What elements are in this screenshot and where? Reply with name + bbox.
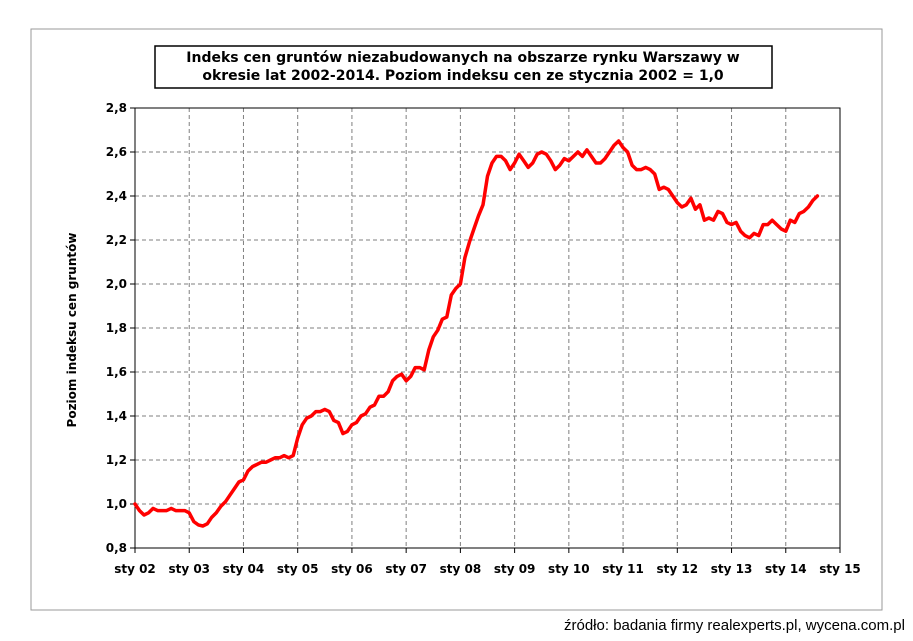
y-tick-label: 1,0 (106, 497, 127, 511)
x-tick-label: sty 02 (114, 562, 156, 576)
title-box (154, 45, 773, 89)
x-tick-label: sty 07 (385, 562, 427, 576)
y-tick-label: 1,8 (106, 321, 127, 335)
y-tick-label: 1,6 (106, 365, 127, 379)
x-tick-label: sty 14 (765, 562, 807, 576)
title-line-2: okresie lat 2002-2014. Poziom indeksu ce… (202, 68, 724, 84)
gridlines (135, 108, 840, 548)
y-tick-label: 2,6 (106, 145, 127, 159)
x-tick-label: sty 10 (548, 562, 590, 576)
x-tick-label: sty 04 (223, 562, 265, 576)
y-tick-label: 2,4 (106, 189, 127, 203)
y-tick-label: 0,8 (106, 541, 127, 555)
x-tick-label: sty 05 (277, 562, 319, 576)
x-tick-label: sty 12 (657, 562, 699, 576)
y-tick-label: 2,2 (106, 233, 127, 247)
x-tick-label: sty 15 (819, 562, 861, 576)
x-tick-label: sty 11 (602, 562, 644, 576)
title-line-1: Indeks cen gruntów niezabudowanych na ob… (186, 50, 740, 66)
y-axis-label: Poziom indeksu cen gruntów (65, 233, 79, 428)
y-tick-label: 2,8 (106, 101, 127, 115)
x-tick-label: sty 08 (440, 562, 482, 576)
x-tick-label: sty 09 (494, 562, 536, 576)
x-tick-label: sty 13 (711, 562, 753, 576)
source-note: źródło: badania firmy realexperts.pl, wy… (564, 617, 905, 634)
outer-frame (30, 28, 883, 611)
x-tick-label: sty 03 (168, 562, 210, 576)
series-line-index (133, 139, 820, 528)
chart-title: Indeks cen gruntów niezabudowanych na ob… (154, 45, 773, 89)
x-tick-label: sty 06 (331, 562, 373, 576)
y-axis-ticks: 0,8 1,0 1,2 1,4 1,6 1,8 2,0 2,2 2,4 2,6 2,8 (106, 101, 135, 555)
y-tick-label: 2,0 (106, 277, 127, 291)
y-tick-label: 1,4 (106, 409, 127, 423)
x-axis-ticks: sty 02 sty 03 sty 04 sty 05 sty 06 sty 07 sty … (114, 548, 861, 576)
y-tick-label: 1,2 (106, 453, 127, 467)
